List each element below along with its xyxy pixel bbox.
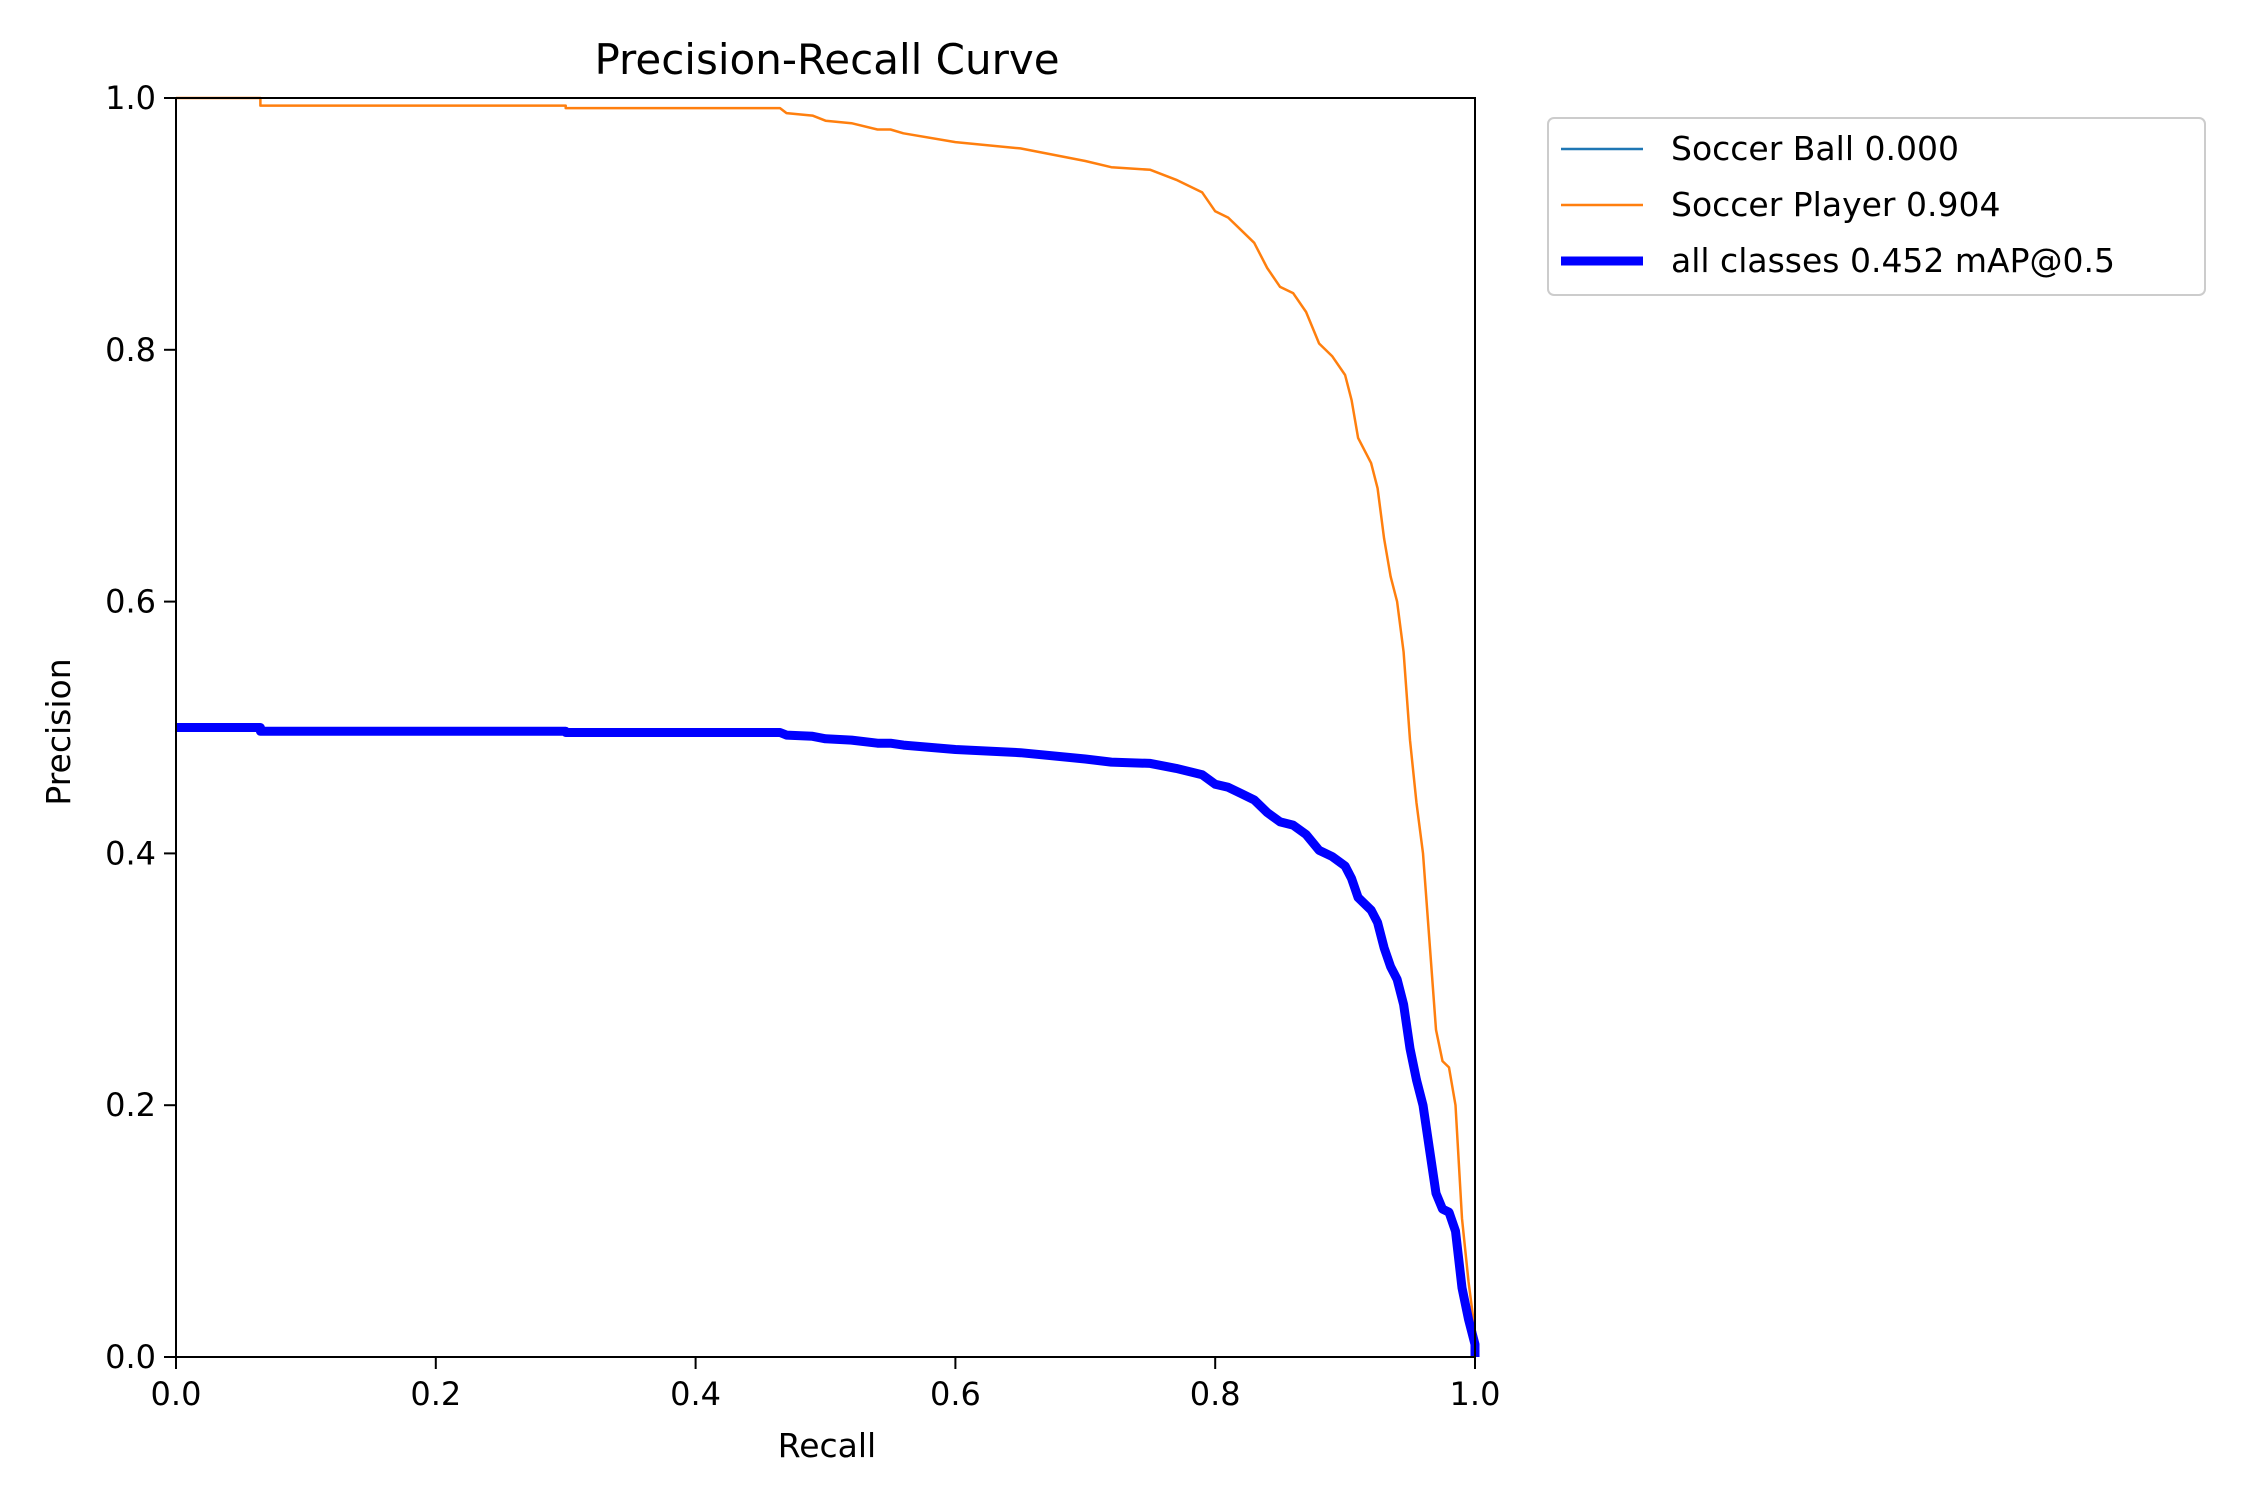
legend-label: all classes 0.452 mAP@0.5	[1671, 241, 2115, 280]
x-tick-label: 0.2	[410, 1375, 461, 1413]
x-tick-label: 0.6	[930, 1375, 981, 1413]
legend: Soccer Ball 0.000 Soccer Player 0.904 all …	[1547, 117, 2206, 296]
y-tick-label: 0.6	[105, 583, 156, 621]
y-tick-label: 0.4	[105, 834, 156, 872]
axes-frame	[175, 97, 1476, 1358]
x-tick-label: 0.8	[1190, 1375, 1241, 1413]
y-tick-label: 0.2	[105, 1086, 156, 1124]
legend-label: Soccer Player 0.904	[1671, 185, 2000, 224]
x-tick-label: 1.0	[1450, 1375, 1501, 1413]
x-tick-label: 0.4	[670, 1375, 721, 1413]
y-tick-label: 0.8	[105, 331, 156, 369]
y-axis-label: Precision	[39, 658, 78, 805]
x-axis-label: Recall	[778, 1426, 876, 1465]
plot-area: 0.0 0.2 0.4 0.6 0.8 1.0 0.0 0.2 0.4 0.6 0.8 1.0	[105, 79, 1500, 1413]
series-line-2	[176, 723, 1480, 1357]
y-tick-label: 1.0	[105, 79, 156, 117]
x-tick-label: 0.0	[151, 1375, 202, 1413]
y-tick-label: 0.0	[105, 1338, 156, 1376]
legend-box	[1547, 117, 2206, 296]
chart-title: Precision-Recall Curve	[594, 35, 1059, 84]
legend-label: Soccer Ball 0.000	[1671, 129, 1959, 168]
series-line-1	[176, 96, 1477, 1357]
